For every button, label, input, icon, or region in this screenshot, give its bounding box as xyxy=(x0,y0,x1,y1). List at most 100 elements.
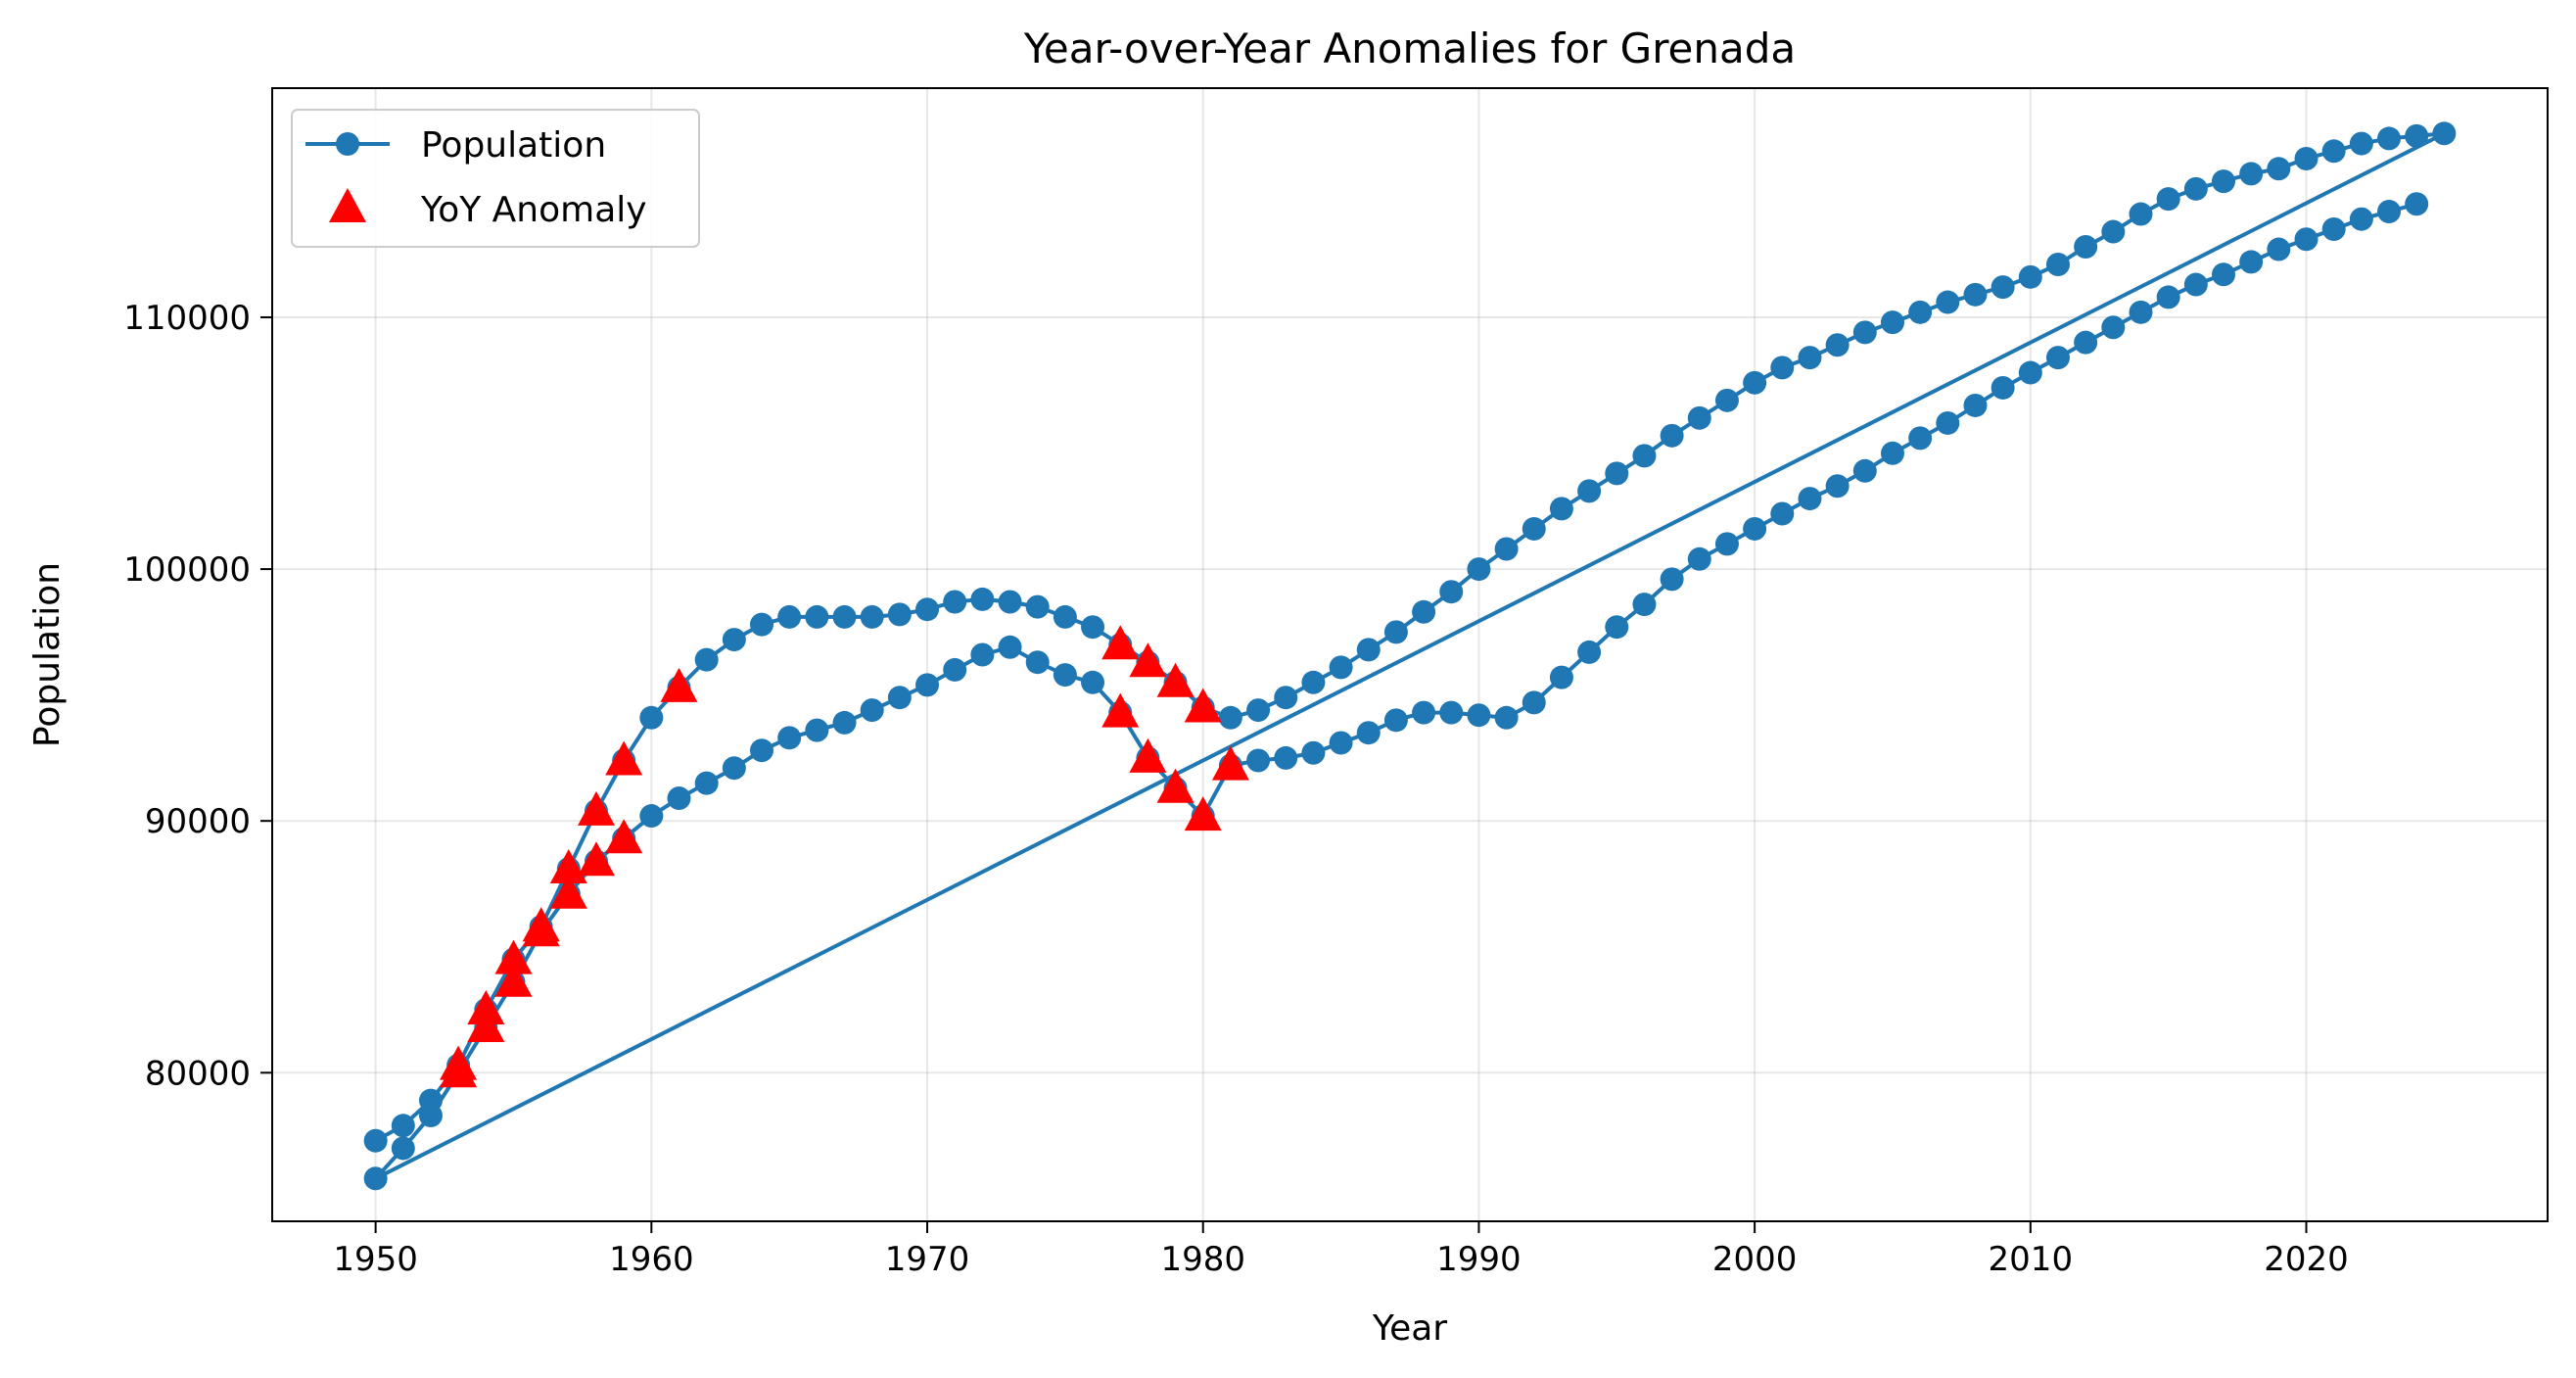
x-tick-label: 2000 xyxy=(1712,1240,1798,1279)
y-tick-label: 110000 xyxy=(123,299,251,338)
population-point xyxy=(2045,252,2070,276)
population-point xyxy=(2239,162,2264,186)
population-point xyxy=(915,673,940,697)
population-point xyxy=(2101,219,2126,244)
population-point xyxy=(1770,356,1795,380)
population-point xyxy=(1025,594,1050,619)
population-point xyxy=(2294,146,2318,170)
population-point xyxy=(363,1166,388,1191)
population-point xyxy=(860,698,884,723)
population-point xyxy=(860,604,884,629)
population-point xyxy=(1880,310,1904,335)
population-point xyxy=(1687,405,1711,430)
population-point xyxy=(1053,663,1077,688)
population-point xyxy=(2183,176,2208,201)
population-point xyxy=(750,738,774,763)
population-point xyxy=(1991,375,2015,400)
population-point xyxy=(2074,330,2098,355)
legend-anomaly-marker xyxy=(329,188,366,222)
population-point xyxy=(2018,264,2042,289)
population-point xyxy=(2101,315,2126,340)
anomaly-point xyxy=(440,1053,478,1088)
population-point xyxy=(2212,169,2236,194)
population-point xyxy=(1577,479,1602,503)
population-point xyxy=(1412,700,1436,725)
population-point xyxy=(2405,123,2429,148)
population-point xyxy=(998,635,1022,659)
population-point xyxy=(1301,740,1326,765)
y-tick-label: 80000 xyxy=(145,1054,251,1093)
population-point xyxy=(2377,199,2402,223)
population-point xyxy=(2156,285,2180,309)
population-point xyxy=(2405,192,2429,216)
population-point xyxy=(1274,745,1298,770)
population-point xyxy=(2212,262,2236,287)
anomaly-point xyxy=(578,790,615,826)
population-point xyxy=(1743,370,1767,395)
anomaly-point xyxy=(549,849,587,883)
population-point xyxy=(1383,708,1408,733)
population-point xyxy=(391,1136,415,1161)
population-point xyxy=(1081,615,1105,640)
population-point xyxy=(363,1128,388,1153)
population-point xyxy=(805,604,829,629)
anomaly-point xyxy=(1129,737,1167,773)
population-point xyxy=(1714,532,1739,556)
population-point xyxy=(1605,615,1629,640)
population-point xyxy=(2267,157,2291,181)
population-point xyxy=(1439,700,1464,725)
anomaly-point xyxy=(605,819,643,854)
population-point xyxy=(2294,227,2318,252)
population-point xyxy=(1549,665,1573,689)
legend-box xyxy=(291,109,700,248)
population-point xyxy=(1852,320,1877,345)
population-point xyxy=(805,718,829,742)
population-point xyxy=(1301,670,1326,694)
y-tick-label: 90000 xyxy=(145,802,251,841)
population-point xyxy=(1356,638,1381,662)
population-point xyxy=(639,804,664,829)
population-point xyxy=(1025,650,1050,675)
population-point xyxy=(2349,207,2373,231)
x-tick-label: 1960 xyxy=(609,1240,694,1279)
population-point xyxy=(970,642,995,667)
anomaly-point xyxy=(494,962,533,997)
chart-title: Year-over-Year Anomalies for Grenada xyxy=(1023,24,1796,72)
anomaly-point xyxy=(467,990,505,1024)
legend-label-yoy-anomaly: YoY Anomaly xyxy=(420,190,647,230)
population-point xyxy=(832,604,857,629)
population-point xyxy=(1605,461,1629,486)
anomaly-point xyxy=(1156,662,1194,697)
population-point xyxy=(777,726,802,750)
population-point xyxy=(2018,360,2042,385)
population-point xyxy=(1798,346,1822,370)
legend-label-population: Population xyxy=(421,125,606,166)
population-point xyxy=(391,1114,415,1138)
population-point xyxy=(1660,567,1684,592)
population-point xyxy=(1798,487,1822,511)
population-point xyxy=(777,604,802,629)
population-point xyxy=(722,756,746,781)
anomaly-point xyxy=(494,939,533,974)
population-point xyxy=(1246,748,1271,773)
population-point xyxy=(2156,187,2180,212)
population-point xyxy=(1053,604,1077,629)
population-point xyxy=(1439,580,1464,604)
population-point xyxy=(1743,516,1767,541)
anomaly-point xyxy=(605,740,643,776)
population-point xyxy=(1246,698,1271,723)
population-point xyxy=(1632,444,1657,468)
population-point xyxy=(1825,333,1850,357)
population-point xyxy=(2349,131,2373,156)
population-point xyxy=(2321,216,2346,241)
population-point xyxy=(1274,686,1298,710)
population-point xyxy=(1467,703,1491,728)
population-point xyxy=(970,587,995,611)
anomaly-point xyxy=(1156,768,1194,803)
population-point xyxy=(1329,655,1353,680)
population-point xyxy=(1549,497,1573,521)
x-axis-label: Year xyxy=(1372,1308,1447,1349)
population-point xyxy=(2045,346,2070,370)
